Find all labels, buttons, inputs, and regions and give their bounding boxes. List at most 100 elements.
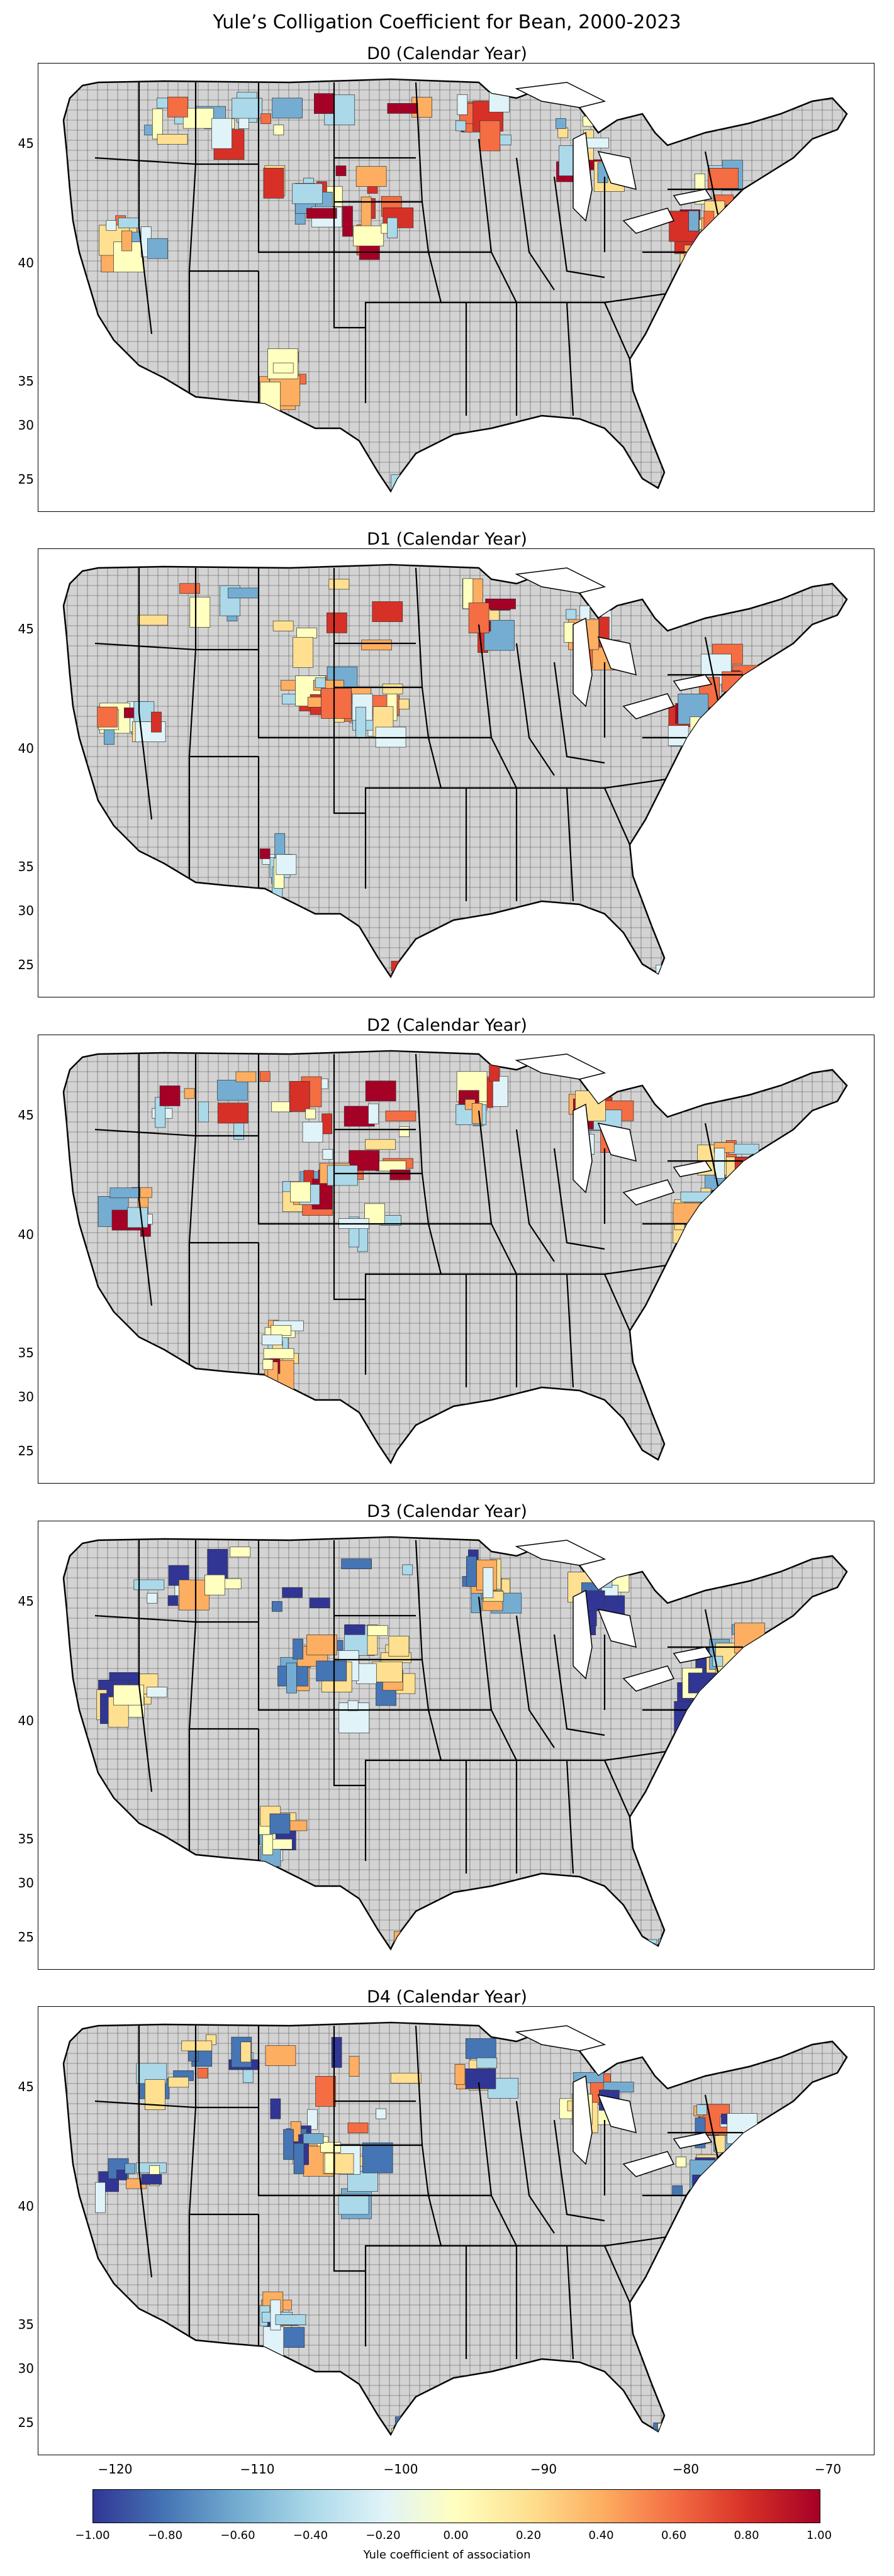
x-tick-label: −120 [98, 2462, 133, 2477]
lake-shape [622, 208, 675, 234]
county-cell [272, 620, 294, 631]
county-cell [133, 1579, 165, 1591]
county-cell [396, 1453, 427, 1463]
y-tick-label: 30 [18, 1389, 34, 1404]
county-cell [211, 118, 232, 149]
x-tick-label: −90 [530, 2462, 557, 2477]
county-cell [321, 688, 352, 719]
county-cell [309, 1597, 330, 1608]
us-county-map [62, 564, 848, 997]
county-cell [159, 1085, 181, 1106]
county-cell [404, 480, 425, 491]
lake-shape [597, 1608, 637, 1648]
county-cell [355, 706, 366, 738]
county-cell [127, 1207, 148, 1228]
county-cell [645, 1943, 656, 1949]
y-tick-label: 25 [18, 2415, 34, 2430]
county-cell [659, 2442, 690, 2455]
county-cell [272, 97, 303, 119]
county-cell [141, 2174, 162, 2185]
county-cell [263, 1348, 294, 1359]
county-cell [485, 598, 516, 609]
county-cell [680, 1191, 712, 1202]
county-cell [147, 1592, 158, 1604]
county-cell [644, 496, 654, 506]
lake-shape [573, 131, 593, 222]
lake-shape [622, 1179, 675, 1206]
county-cell [272, 1601, 282, 1612]
county-cell [672, 2185, 683, 2196]
county-cell [661, 479, 683, 490]
y-tick-label: 40 [18, 2199, 34, 2214]
county-cell [335, 165, 347, 176]
county-cell [400, 985, 410, 996]
county-cell [216, 1080, 248, 1101]
county-cell [328, 579, 350, 590]
county-cell [476, 2057, 498, 2068]
county-cell [695, 2177, 727, 2207]
county-cell [271, 1101, 293, 1113]
x-tick-label: −80 [672, 2462, 700, 2477]
lake-shape [573, 1103, 593, 1194]
x-tick-label: −110 [240, 2462, 275, 2477]
county-cell [302, 1121, 323, 1143]
county-cell [643, 1955, 653, 1965]
county-cell [217, 1102, 249, 1124]
us-county-map [62, 2021, 848, 2455]
lake-shape [622, 2151, 675, 2177]
county-cell [263, 2326, 284, 2358]
county-cell [471, 1102, 483, 1124]
county-cell [385, 1111, 416, 1121]
county-cell [262, 1834, 273, 1855]
county-cell [182, 108, 214, 129]
county-cell [712, 1656, 724, 1667]
x-tick-label: −70 [814, 2462, 842, 2477]
county-cell [707, 168, 739, 189]
county-cell [338, 2194, 369, 2215]
county-cell [556, 118, 566, 129]
county-cell [659, 495, 690, 511]
county-cell [389, 1169, 411, 1180]
county-cell [414, 981, 424, 997]
county-cell [368, 1103, 379, 1124]
lake-shape [673, 189, 713, 206]
colorbar-tick-label: −1.00 [75, 2529, 110, 2542]
county-cell [405, 964, 415, 977]
county-cell [133, 701, 155, 722]
county-cell [137, 614, 168, 626]
county-cell [391, 960, 422, 972]
county-cell [118, 217, 139, 228]
county-cell [167, 1595, 179, 1606]
us-county-map [62, 78, 848, 511]
county-cell [259, 1071, 271, 1082]
county-cell [408, 1945, 440, 1949]
county-cell [703, 211, 715, 232]
county-cell [324, 2153, 335, 2174]
county-cell [479, 120, 501, 152]
county-cell [703, 1697, 735, 1729]
county-cell [151, 711, 162, 733]
county-cell [276, 854, 297, 875]
us-county-map [62, 1536, 848, 1969]
county-cell [644, 2429, 666, 2434]
county-cell [349, 2056, 360, 2077]
y-tick-label: 45 [18, 136, 34, 151]
county-cell [271, 1325, 292, 1336]
county-cell [331, 2037, 342, 2068]
county-cell [265, 2045, 296, 2067]
county-cell [321, 1113, 332, 1135]
county-cell [657, 487, 688, 491]
county-cell [121, 230, 132, 252]
county-cell [699, 1698, 730, 1729]
county-cell [410, 1931, 442, 1943]
county-cell [315, 677, 326, 689]
county-cell [97, 706, 118, 728]
county-cell [106, 220, 117, 231]
county-cell [347, 1700, 359, 1711]
lake-shape [597, 636, 637, 676]
county-cell [316, 1660, 347, 1682]
county-cell [189, 597, 211, 628]
y-tick-label: 45 [18, 1594, 34, 1609]
county-cell [372, 1662, 403, 1682]
county-cell [414, 1956, 434, 1969]
